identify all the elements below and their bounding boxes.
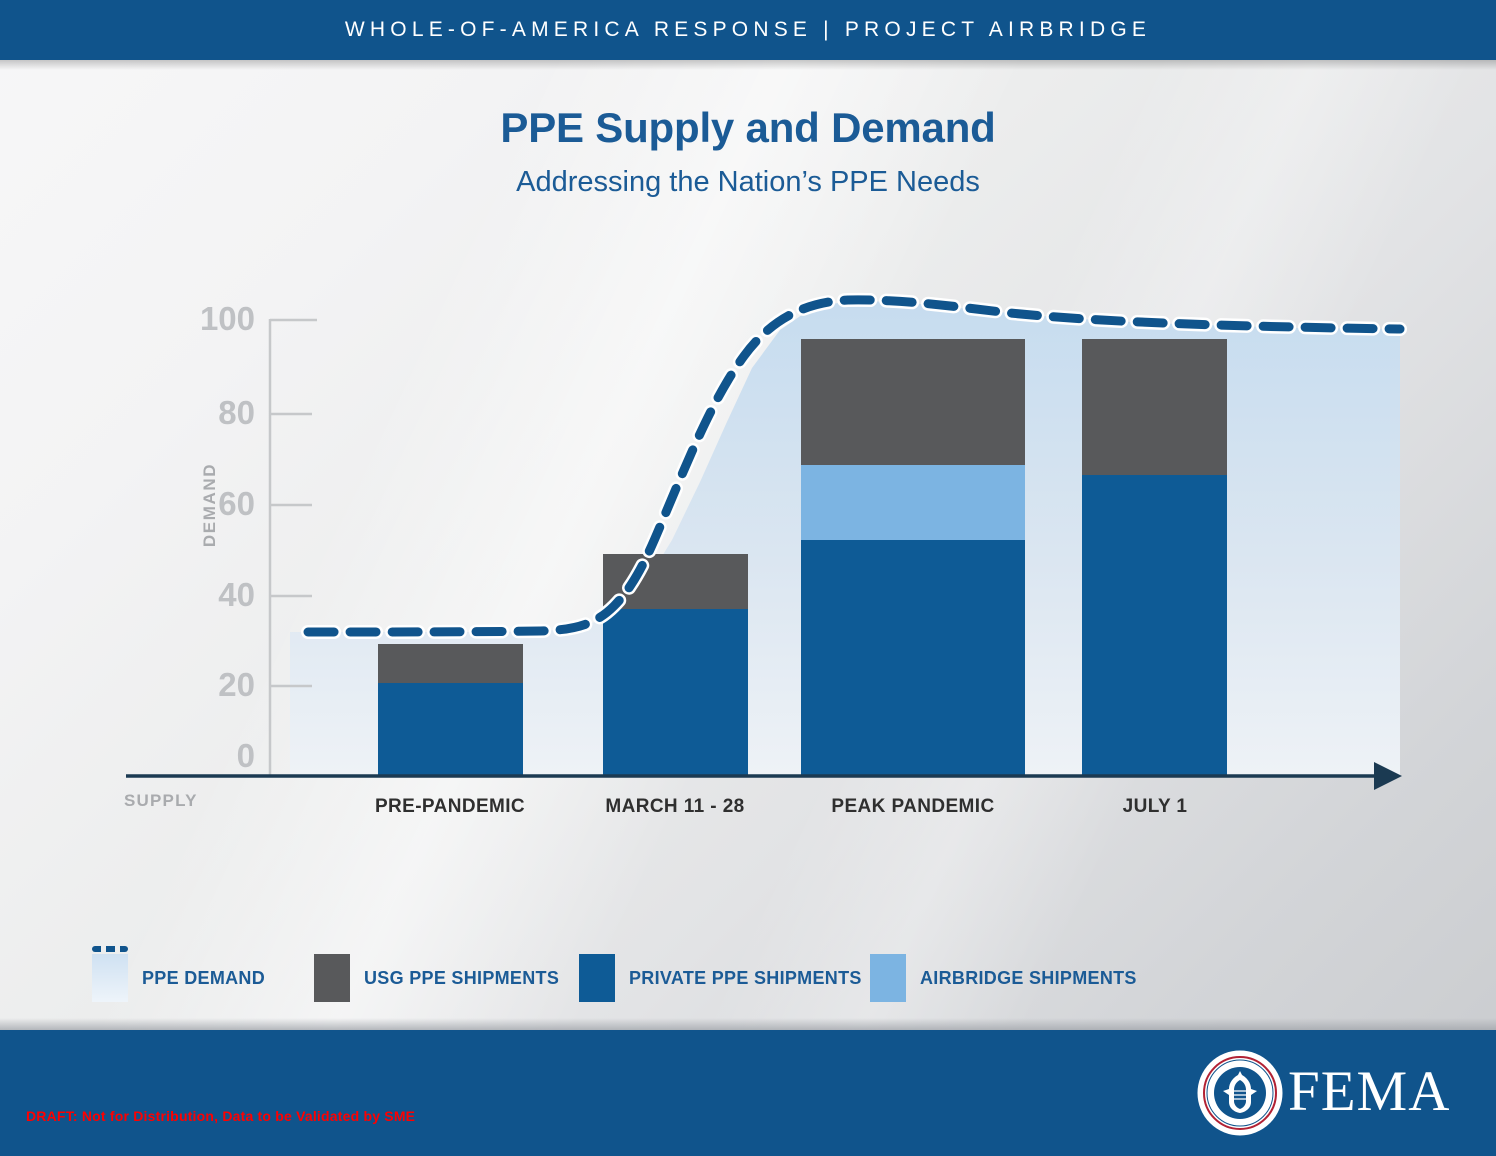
top-banner: WHOLE-OF-AMERICA RESPONSE | PROJECT AIRB… [0, 0, 1496, 60]
bar-peak-airbridge [801, 465, 1025, 540]
page-subtitle: Addressing the Nation’s PPE Needs [516, 166, 980, 198]
draft-notice: DRAFT: Not for Distribution, Data to be … [26, 1108, 416, 1124]
bar-peak-private [801, 540, 1025, 775]
legend-item-private-ppe-shipments[interactable]: PRIVATE PPE SHIPMENTS [579, 950, 862, 1006]
page-title: PPE Supply and Demand [500, 104, 996, 151]
legend-item-ppe-demand[interactable]: PPE DEMAND [92, 946, 266, 1006]
y-tick-label-60: 60 [218, 485, 255, 522]
bar-march-private [603, 609, 748, 775]
legend-label-usg-ppe-shipments: USG PPE SHIPMENTS [364, 967, 560, 988]
dhs-seal-icon [1196, 1049, 1284, 1137]
x-category-label-pre-pandemic: PRE-PANDEMIC [374, 796, 526, 817]
banner-text: WHOLE-OF-AMERICA RESPONSE | PROJECT AIRB… [344, 18, 1152, 41]
private-ppe-swatch-icon [579, 954, 615, 1002]
bar-peak-usg [801, 339, 1025, 465]
y-tick-label-40: 40 [218, 576, 255, 613]
airbridge-swatch-icon [870, 954, 906, 1002]
y-tick-label-80: 80 [218, 394, 255, 431]
x-category-label-march: MARCH 11 - 28 [605, 796, 745, 817]
bar-july-private [1082, 475, 1227, 775]
banner-shadow [0, 60, 1496, 70]
x-category-label-july: JULY 1 [1122, 796, 1188, 817]
legend-label-ppe-demand: PPE DEMAND [142, 967, 266, 988]
y-tick-label-20: 20 [218, 666, 255, 703]
bar-july-usg [1082, 339, 1227, 475]
usg-ppe-swatch-icon [314, 954, 350, 1002]
legend-label-private-ppe-shipments: PRIVATE PPE SHIPMENTS [629, 967, 862, 988]
ppe-demand-swatch-icon [92, 946, 128, 1002]
x-axis-title: SUPPLY [124, 791, 198, 810]
bar-pre-pandemic-usg [378, 644, 523, 683]
legend-item-usg-ppe-shipments[interactable]: USG PPE SHIPMENTS [314, 950, 559, 1006]
x-category-label-peak-pandemic: PEAK PANDEMIC [831, 796, 995, 817]
chart-legend: PPE DEMAND USG PPE SHIPMENTS PRIVATE PPE… [92, 946, 1292, 1006]
y-tick-label-0: 0 [236, 737, 255, 774]
y-tick-label-100: 100 [199, 300, 255, 337]
demand-curve [303, 295, 1405, 637]
legend-item-airbridge-shipments[interactable]: AIRBRIDGE SHIPMENTS [870, 950, 1137, 1006]
bottom-shadow [0, 1018, 1496, 1030]
bar-pre-pandemic-private [378, 683, 523, 775]
legend-label-airbridge-shipments: AIRBRIDGE SHIPMENTS [920, 967, 1137, 988]
fema-wordmark: FEMA [1288, 1060, 1451, 1123]
y-axis-title: DEMAND [200, 462, 219, 548]
x-axis-arrow-icon [1374, 762, 1402, 790]
